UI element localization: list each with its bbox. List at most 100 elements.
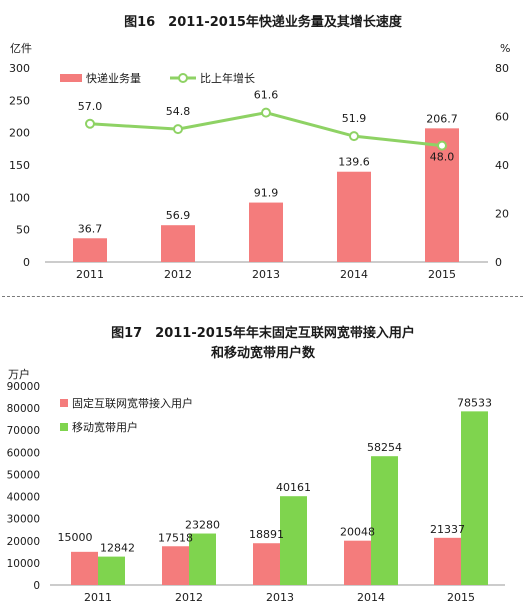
chart1-growth-label-2014: 51.9 <box>342 112 367 125</box>
chart1-left-tick-6: 300 <box>9 62 30 75</box>
chart1-right-tick-4: 80 <box>495 62 509 75</box>
chart2-y-ticks: 0 10000 20000 30000 40000 50000 60000 70000 8000… <box>7 381 40 592</box>
chart2-x-tick-2011: 2011 <box>84 591 112 604</box>
chart1-right-tick-0: 0 <box>495 256 502 269</box>
chart1-left-unit: 亿件 <box>10 42 32 55</box>
chart1-growth-label-2011: 57.0 <box>78 100 103 113</box>
chart2-y-tick-8: 80000 <box>7 403 40 415</box>
chart-express-delivery: 图16 2011-2015年快递业务量及其增长速度 亿件 % 0 50 100 150… <box>9 14 510 281</box>
chart1-legend: 快递业务量 比上年增长 <box>60 71 255 85</box>
chart2-bar-fixed-2012 <box>162 546 189 585</box>
chart2-y-tick-9: 90000 <box>7 381 40 393</box>
chart1-x-tick-2014: 2014 <box>340 268 368 281</box>
chart1-bar-label-2015: 206.7 <box>426 112 458 125</box>
chart1-growth-line: 57.0 54.8 61.6 51.9 48.0 <box>78 89 455 164</box>
chart1-growth-label-2013: 61.6 <box>254 89 279 102</box>
chart1-left-tick-2: 100 <box>9 191 30 204</box>
section-divider <box>2 296 523 297</box>
chart2-label-mobile-2012: 23280 <box>185 519 220 532</box>
chart1-right-ticks: 0 20 40 60 80 <box>495 62 509 269</box>
chart2-label-fixed-2015: 21337 <box>430 523 465 536</box>
chart2-bar-mobile-2012 <box>189 533 216 585</box>
chart2-label-fixed-2014: 20048 <box>340 526 375 539</box>
chart1-left-tick-4: 200 <box>9 127 30 140</box>
chart1-right-tick-1: 20 <box>495 208 509 221</box>
chart1-bar-2012 <box>161 225 195 262</box>
chart2-y-tick-6: 60000 <box>7 447 40 459</box>
chart2-left-unit: 万户 <box>8 367 30 381</box>
chart2-x-ticks: 2011 2012 2013 2014 2015 <box>84 591 475 604</box>
chart2-bar-fixed-2015 <box>434 537 461 585</box>
chart1-x-tick-2015: 2015 <box>428 268 456 281</box>
chart1-bar-2011 <box>73 238 107 262</box>
chart2-bar-mobile-2013 <box>280 496 307 585</box>
chart2-y-tick-0: 0 <box>33 580 40 592</box>
chart1-growth-point-2011 <box>85 118 95 129</box>
chart2-x-tick-2013: 2013 <box>266 591 294 604</box>
chart2-bar-mobile-2015 <box>461 411 488 585</box>
chart1-right-unit: % <box>500 42 510 55</box>
chart2-label-mobile-2014: 58254 <box>367 441 402 454</box>
chart1-growth-label-2012: 54.8 <box>166 105 191 118</box>
chart1-bar-2014 <box>337 171 371 262</box>
chart2-label-mobile-2013: 40161 <box>276 481 311 494</box>
chart1-left-tick-0: 0 <box>23 256 30 269</box>
chart1-left-tick-1: 50 <box>16 224 30 237</box>
chart1-bar-2015 <box>425 128 459 262</box>
chart2-label-fixed-2011: 15000 <box>58 531 93 544</box>
chart2-bar-fixed-2014 <box>344 540 371 585</box>
chart2-legend: 固定互联网宽带接入用户 移动宽带用户 <box>60 396 193 434</box>
chart1-bars: 36.7 56.9 91.9 139.6 206.7 <box>73 112 459 262</box>
chart1-growth-point-2015 <box>437 140 447 151</box>
chart2-label-mobile-2015: 78533 <box>457 396 492 409</box>
legend-marker-growth <box>178 73 188 83</box>
chart1-x-tick-2011: 2011 <box>76 268 104 281</box>
legend-label-delivery: 快递业务量 <box>86 71 141 85</box>
legend-label-mobile: 移动宽带用户 <box>72 420 138 434</box>
legend-swatch-delivery <box>60 74 82 82</box>
chart2-bar-mobile-2014 <box>371 456 398 585</box>
legend-swatch-mobile <box>60 423 68 431</box>
chart1-title: 图16 2011-2015年快递业务量及其增长速度 <box>124 14 403 30</box>
chart1-bar-label-2012: 56.9 <box>166 209 191 222</box>
chart2-bar-mobile-2011 <box>98 556 125 585</box>
chart-broadband-users: 图17 2011-2015年年末固定互联网宽带接入用户 和移动宽带用户数 万户 … <box>7 325 505 604</box>
chart1-right-tick-2: 40 <box>495 159 509 172</box>
chart1-x-tick-2012: 2012 <box>164 268 192 281</box>
chart2-y-tick-7: 70000 <box>7 425 40 437</box>
chart1-growth-point-2012 <box>173 124 183 135</box>
chart1-left-tick-5: 250 <box>9 94 30 107</box>
legend-label-growth: 比上年增长 <box>200 71 255 85</box>
chart2-title: 图17 2011-2015年年末固定互联网宽带接入用户 <box>111 325 415 341</box>
chart2-label-fixed-2012: 17518 <box>158 531 193 544</box>
chart2-y-tick-5: 50000 <box>7 469 40 481</box>
chart2-label-mobile-2011: 12842 <box>100 542 135 555</box>
chart2-y-tick-3: 30000 <box>7 514 40 526</box>
chart1-growth-point-2014 <box>349 131 359 142</box>
chart2-label-fixed-2013: 18891 <box>249 528 284 541</box>
chart1-right-tick-3: 60 <box>495 111 509 124</box>
chart1-growth-label-2015: 48.0 <box>430 151 455 164</box>
chart2-bar-fixed-2013 <box>253 543 280 585</box>
chart1-bar-2013 <box>249 202 283 262</box>
chart2-bar-fixed-2011 <box>71 551 98 585</box>
chart1-x-tick-2013: 2013 <box>252 268 280 281</box>
chart2-y-tick-4: 40000 <box>7 492 40 504</box>
chart1-bar-label-2014: 139.6 <box>338 156 370 169</box>
chart1-x-ticks: 2011 2012 2013 2014 2015 <box>76 268 456 281</box>
chart1-left-ticks: 0 50 100 150 200 250 300 <box>9 62 30 269</box>
chart2-x-tick-2014: 2014 <box>357 591 385 604</box>
chart1-bar-label-2011: 36.7 <box>78 222 103 235</box>
chart1-growth-point-2013 <box>261 107 271 118</box>
chart2-y-tick-2: 20000 <box>7 536 40 548</box>
chart2-subtitle: 和移动宽带用户数 <box>211 345 316 361</box>
legend-swatch-fixed <box>60 399 68 407</box>
chart1-bar-label-2013: 91.9 <box>254 187 279 200</box>
legend-label-fixed: 固定互联网宽带接入用户 <box>72 396 193 410</box>
chart2-y-tick-1: 10000 <box>7 558 40 570</box>
chart2-x-tick-2015: 2015 <box>447 591 475 604</box>
chart1-left-tick-3: 150 <box>9 159 30 172</box>
